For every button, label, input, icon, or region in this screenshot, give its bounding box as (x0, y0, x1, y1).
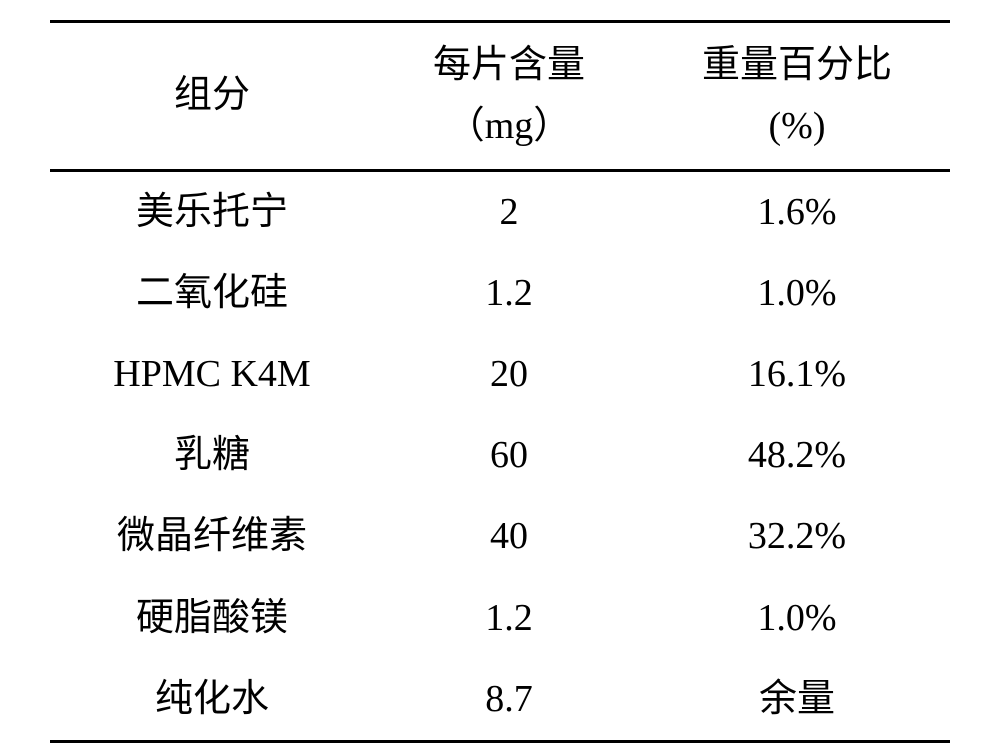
cell-amount: 60 (374, 415, 644, 496)
table-row: 硬脂酸镁 1.2 1.0% (50, 578, 950, 659)
composition-table-container: 组分 每片含量 （mg） 重量百分比 (%) 美乐托宁 2 1.6% 二氧化硅 (0, 0, 1000, 746)
header-percent-line2: (%) (769, 105, 826, 147)
cell-component: 纯化水 (50, 659, 374, 742)
cell-component: 美乐托宁 (50, 170, 374, 253)
header-amount: 每片含量 （mg） (374, 22, 644, 171)
table-body: 美乐托宁 2 1.6% 二氧化硅 1.2 1.0% HPMC K4M 20 16… (50, 170, 950, 741)
cell-amount: 1.2 (374, 578, 644, 659)
cell-amount: 2 (374, 170, 644, 253)
cell-percent: 余量 (644, 659, 950, 742)
table-row: HPMC K4M 20 16.1% (50, 334, 950, 415)
header-component-line1: 组分 (174, 74, 250, 116)
cell-amount: 20 (374, 334, 644, 415)
cell-percent: 1.0% (644, 578, 950, 659)
cell-component: 乳糖 (50, 415, 374, 496)
cell-percent: 48.2% (644, 415, 950, 496)
cell-amount: 8.7 (374, 659, 644, 742)
cell-component: HPMC K4M (50, 334, 374, 415)
table-header-row: 组分 每片含量 （mg） 重量百分比 (%) (50, 22, 950, 171)
cell-amount: 1.2 (374, 253, 644, 334)
header-component: 组分 (50, 22, 374, 171)
header-percent: 重量百分比 (%) (644, 22, 950, 171)
table-row: 微晶纤维素 40 32.2% (50, 496, 950, 577)
header-amount-line2: （mg） (447, 105, 572, 147)
cell-percent: 1.0% (644, 253, 950, 334)
cell-amount: 40 (374, 496, 644, 577)
table-row: 美乐托宁 2 1.6% (50, 170, 950, 253)
cell-percent: 1.6% (644, 170, 950, 253)
table-row: 二氧化硅 1.2 1.0% (50, 253, 950, 334)
table-row: 纯化水 8.7 余量 (50, 659, 950, 742)
cell-percent: 32.2% (644, 496, 950, 577)
cell-component: 硬脂酸镁 (50, 578, 374, 659)
header-percent-line1: 重量百分比 (702, 44, 892, 86)
table-row: 乳糖 60 48.2% (50, 415, 950, 496)
composition-table: 组分 每片含量 （mg） 重量百分比 (%) 美乐托宁 2 1.6% 二氧化硅 (50, 20, 950, 743)
cell-component: 二氧化硅 (50, 253, 374, 334)
cell-percent: 16.1% (644, 334, 950, 415)
header-amount-line1: 每片含量 (433, 44, 585, 86)
cell-component: 微晶纤维素 (50, 496, 374, 577)
